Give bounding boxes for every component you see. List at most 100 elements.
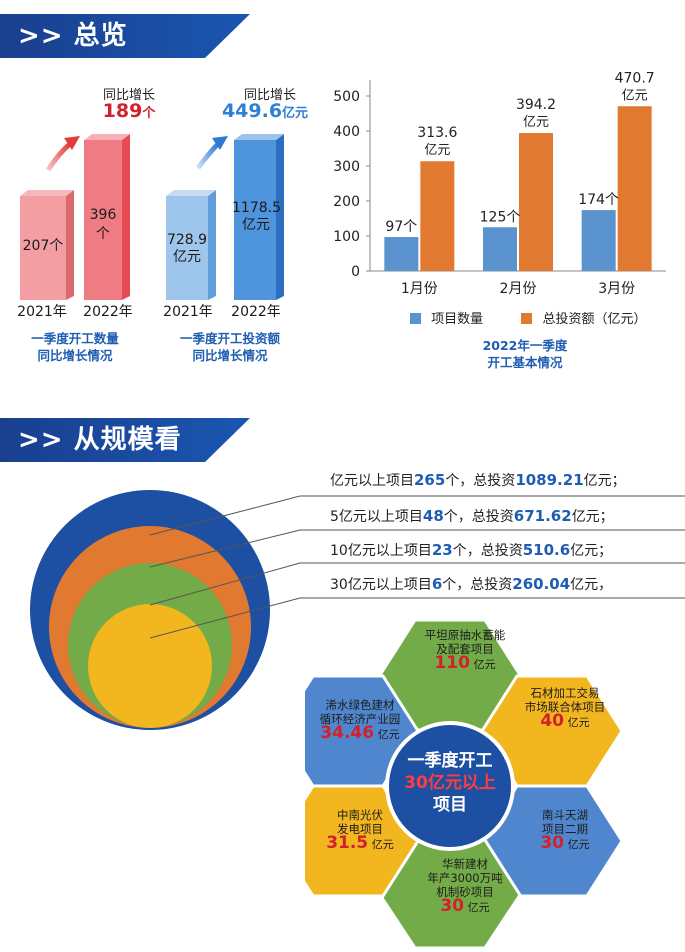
scale-row-4-pre: 30亿元以上项目	[330, 577, 432, 593]
bar-count-2	[483, 227, 517, 271]
hex-lower-right-line1: 南斗天湖	[542, 808, 588, 822]
growth-arrow-head-icon	[64, 136, 80, 150]
grouped-chart-title-line2: 开工基本情况	[487, 355, 563, 370]
bar-investment-3	[617, 106, 652, 271]
scale-row-3: 10亿元以上项目23个，总投资510.6亿元；	[330, 540, 612, 560]
scale-row-1-mid: 个，总投资	[445, 473, 516, 489]
grouped-chart-title: 2022年一季度 开工基本情况	[460, 337, 590, 371]
hex-upper-left-line1: 浠水绿色建材	[325, 698, 395, 712]
hex-top-line1: 平坦原抽水蓄能	[424, 628, 506, 642]
left-growth-number: 189	[102, 100, 143, 122]
mid-year-2022: 2022年	[231, 304, 281, 320]
scale-row-3-post: 亿元；	[570, 543, 613, 559]
scale-row-3-pre: 10亿元以上项目	[330, 543, 432, 559]
mid-growth-number: 449.6	[221, 100, 283, 122]
left-year-2021: 2021年	[17, 304, 67, 320]
mid-caption: 一季度开工投资额 同比增长情况	[160, 330, 300, 364]
growth-arrow-icon	[196, 142, 220, 170]
bar-2022-top	[84, 134, 130, 140]
hex-top-value: 110	[434, 653, 470, 673]
hex-lower-left-unit: 亿元	[371, 838, 394, 851]
grouped-bar-chart: 0 100 200 300 400 500 97个 313.6 亿元 1月份 125个 394.2 亿元…	[333, 70, 666, 297]
mid-growth-label: 同比增长	[243, 88, 296, 103]
center-circle-ring	[385, 721, 515, 851]
scale-row-2-pre: 5亿元以上项目	[330, 509, 423, 525]
scale-diagram	[30, 490, 685, 730]
center-label-line3: 项目	[433, 795, 467, 815]
data-label-investment-unit: 亿元	[424, 143, 450, 158]
x-tick-label: 3月份	[598, 281, 635, 297]
scale-row-1-pre: 亿元以上项目	[330, 473, 414, 489]
bar-2021-top	[20, 190, 74, 196]
bar-2022-front	[234, 140, 276, 300]
scale-row-2-post: 亿元；	[571, 509, 614, 525]
legend-label-investment: 总投资额（亿元）	[542, 312, 647, 327]
y-tick-label: 0	[351, 264, 360, 280]
legend: 项目数量 总投资额（亿元）	[410, 308, 646, 327]
grouped-chart-title-line1: 2022年一季度	[482, 338, 568, 353]
hex-upper-right-unit: 亿元	[567, 716, 590, 729]
hex-label-lower-left: 中南光伏 发电项目 31.5 亿元	[305, 808, 415, 852]
left-caption-line1: 一季度开工数量	[31, 331, 119, 346]
bar-2022-side	[276, 134, 284, 300]
scale-row-3-count: 23	[431, 541, 453, 559]
data-label-count: 174个	[578, 192, 619, 208]
scale-row-4-count: 6	[431, 575, 443, 593]
hex-lower-right-line2: 项目二期	[542, 822, 588, 836]
scale-row-2-count: 48	[422, 507, 444, 525]
bar-2021-label: 207个	[22, 238, 64, 254]
hex-upper-left-unit: 亿元	[377, 728, 400, 741]
scale-row-2-amount: 671.62	[513, 507, 572, 525]
mid-growth-unit: 亿元	[282, 106, 309, 121]
scale-row-2-mid: 个，总投资	[443, 509, 514, 525]
bar-2022-label: 396个	[89, 207, 117, 242]
hex-bottom-unit: 亿元	[467, 901, 490, 914]
left-bars	[20, 134, 130, 300]
scale-row-1: 亿元以上项目265个，总投资1089.21亿元；	[330, 470, 626, 490]
data-label-investment: 313.6	[417, 125, 457, 141]
legend-swatch-investment	[521, 313, 533, 324]
bar-2022-side	[122, 134, 130, 300]
mid-bar-2022-label: 1178.5 亿元	[232, 200, 281, 234]
hex-lower-left-value: 31.5	[326, 833, 369, 853]
y-tick-label: 200	[333, 194, 360, 210]
y-tick-label: 300	[333, 159, 360, 175]
y-tick-label: 400	[333, 124, 360, 140]
data-label-investment: 470.7	[615, 70, 655, 86]
scale-row-1-post: 亿元；	[583, 473, 626, 489]
bar-investment-1	[420, 161, 455, 271]
bar-2021-side	[208, 190, 216, 300]
bar-2021-front	[20, 196, 66, 300]
data-label-count: 125个	[480, 209, 521, 225]
scale-row-3-amount: 510.6	[522, 541, 571, 559]
scale-row-4-amount: 260.04	[512, 575, 571, 593]
hex-top-unit: 亿元	[473, 658, 496, 671]
mid-bar-2022-unit: 亿元	[242, 217, 270, 233]
mid-caption-line1: 一季度开工投资额	[179, 331, 280, 346]
center-label-line2: 30亿元以上	[404, 773, 496, 793]
data-label-investment: 394.2	[516, 97, 556, 113]
leader-line-3	[149, 562, 301, 606]
hex-bottom-line1: 华新建材	[442, 857, 488, 871]
x-tick-label: 2月份	[500, 281, 537, 297]
growth-arrow-head-icon	[212, 136, 228, 150]
left-year-2022: 2022年	[83, 304, 133, 320]
center-label-line1: 一季度开工	[407, 751, 493, 771]
hex-upper-left	[305, 674, 420, 788]
left-caption: 一季度开工数量 同比增长情况	[10, 330, 140, 364]
growth-arrow-icon	[45, 142, 72, 172]
bar-2022-top	[234, 134, 284, 140]
y-tick-label: 100	[333, 229, 360, 245]
bar-2021-front	[166, 196, 208, 300]
hex-upper-left-value: 34.46	[320, 723, 375, 743]
left-growth-value: 189个	[84, 100, 174, 122]
hex-lower-right-unit: 亿元	[567, 838, 590, 851]
hex-label-top: 平坦原抽水蓄能 及配套项目 110 亿元	[405, 628, 525, 672]
hexagon-cluster	[305, 618, 624, 950]
hex-upper-right-line1: 石材加工交易	[530, 686, 600, 700]
hex-bottom-line2: 年产3000万吨	[427, 871, 503, 885]
hex-upper-right-value: 40	[540, 711, 564, 731]
left-growth-unit: 个	[142, 106, 156, 121]
scale-row-1-amount: 1089.21	[515, 471, 584, 489]
hex-label-bottom: 华新建材 年产3000万吨 机制砂项目 30 亿元	[405, 857, 525, 915]
